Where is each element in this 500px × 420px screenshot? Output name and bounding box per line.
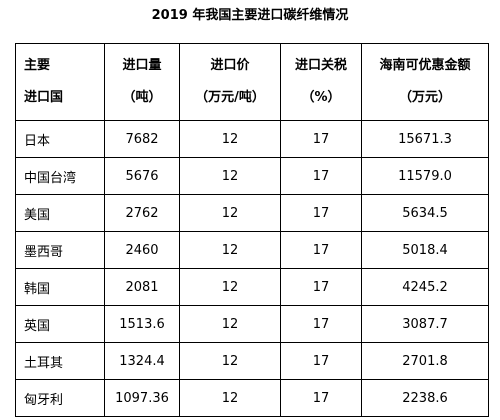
cell-discount: 4245.2	[361, 268, 489, 306]
table-row: 匈牙利 1097.36 12 17 2238.6	[15, 379, 489, 417]
header-discount: 海南可优惠金额 （万元）	[361, 43, 489, 121]
cell-country: 匈牙利	[15, 379, 105, 417]
cell-discount: 11579.0	[361, 157, 489, 195]
cell-volume: 7682	[104, 120, 180, 158]
cell-price: 12	[179, 157, 281, 195]
cell-discount: 3087.7	[361, 305, 489, 343]
table-row: 土耳其 1324.4 12 17 2701.8	[15, 342, 489, 380]
table-row: 韩国 2081 12 17 4245.2	[15, 268, 489, 306]
cell-tariff: 17	[280, 379, 362, 417]
cell-volume: 1513.6	[104, 305, 180, 343]
cell-price: 12	[179, 194, 281, 232]
cell-price: 12	[179, 379, 281, 417]
cell-country: 美国	[15, 194, 105, 232]
cell-country: 英国	[15, 305, 105, 343]
cell-country: 中国台湾	[15, 157, 105, 195]
cell-tariff: 17	[280, 305, 362, 343]
cell-tariff: 17	[280, 120, 362, 158]
cell-price: 12	[179, 120, 281, 158]
header-tariff: 进口关税 （%）	[280, 43, 362, 121]
cell-discount: 5634.5	[361, 194, 489, 232]
cell-price: 12	[179, 231, 281, 269]
header-price: 进口价 （万元/吨）	[179, 43, 281, 121]
cell-tariff: 17	[280, 194, 362, 232]
cell-tariff: 17	[280, 231, 362, 269]
cell-tariff: 17	[280, 268, 362, 306]
cell-volume: 1097.36	[104, 379, 180, 417]
cell-price: 12	[179, 268, 281, 306]
cell-tariff: 17	[280, 157, 362, 195]
cell-tariff: 17	[280, 342, 362, 380]
table-row: 中国台湾 5676 12 17 11579.0	[15, 157, 489, 195]
cell-discount: 5018.4	[361, 231, 489, 269]
header-country: 主要 进口国	[15, 43, 105, 121]
cell-country: 日本	[15, 120, 105, 158]
cell-volume: 2762	[104, 194, 180, 232]
cell-country: 墨西哥	[15, 231, 105, 269]
header-volume: 进口量 （吨）	[104, 43, 180, 121]
cell-price: 12	[179, 342, 281, 380]
cell-discount: 15671.3	[361, 120, 489, 158]
table-row: 美国 2762 12 17 5634.5	[15, 194, 489, 232]
table-row: 墨西哥 2460 12 17 5018.4	[15, 231, 489, 269]
cell-volume: 5676	[104, 157, 180, 195]
cell-volume: 2460	[104, 231, 180, 269]
table-row: 日本 7682 12 17 15671.3	[15, 120, 489, 158]
cell-price: 12	[179, 305, 281, 343]
table-row: 英国 1513.6 12 17 3087.7	[15, 305, 489, 343]
cell-country: 土耳其	[15, 342, 105, 380]
header-row: 主要 进口国 进口量 （吨） 进口价 （万元/吨） 进口关税 （%） 海南可优惠…	[15, 43, 489, 121]
cell-discount: 2701.8	[361, 342, 489, 380]
table-title: 2019 年我国主要进口碳纤维情况	[151, 8, 349, 23]
cell-country: 韩国	[15, 268, 105, 306]
cell-volume: 2081	[104, 268, 180, 306]
cell-volume: 1324.4	[104, 342, 180, 380]
cell-discount: 2238.6	[361, 379, 489, 417]
carbon-fiber-import-table: 主要 进口国 进口量 （吨） 进口价 （万元/吨） 进口关税 （%） 海南可优惠…	[15, 43, 489, 417]
